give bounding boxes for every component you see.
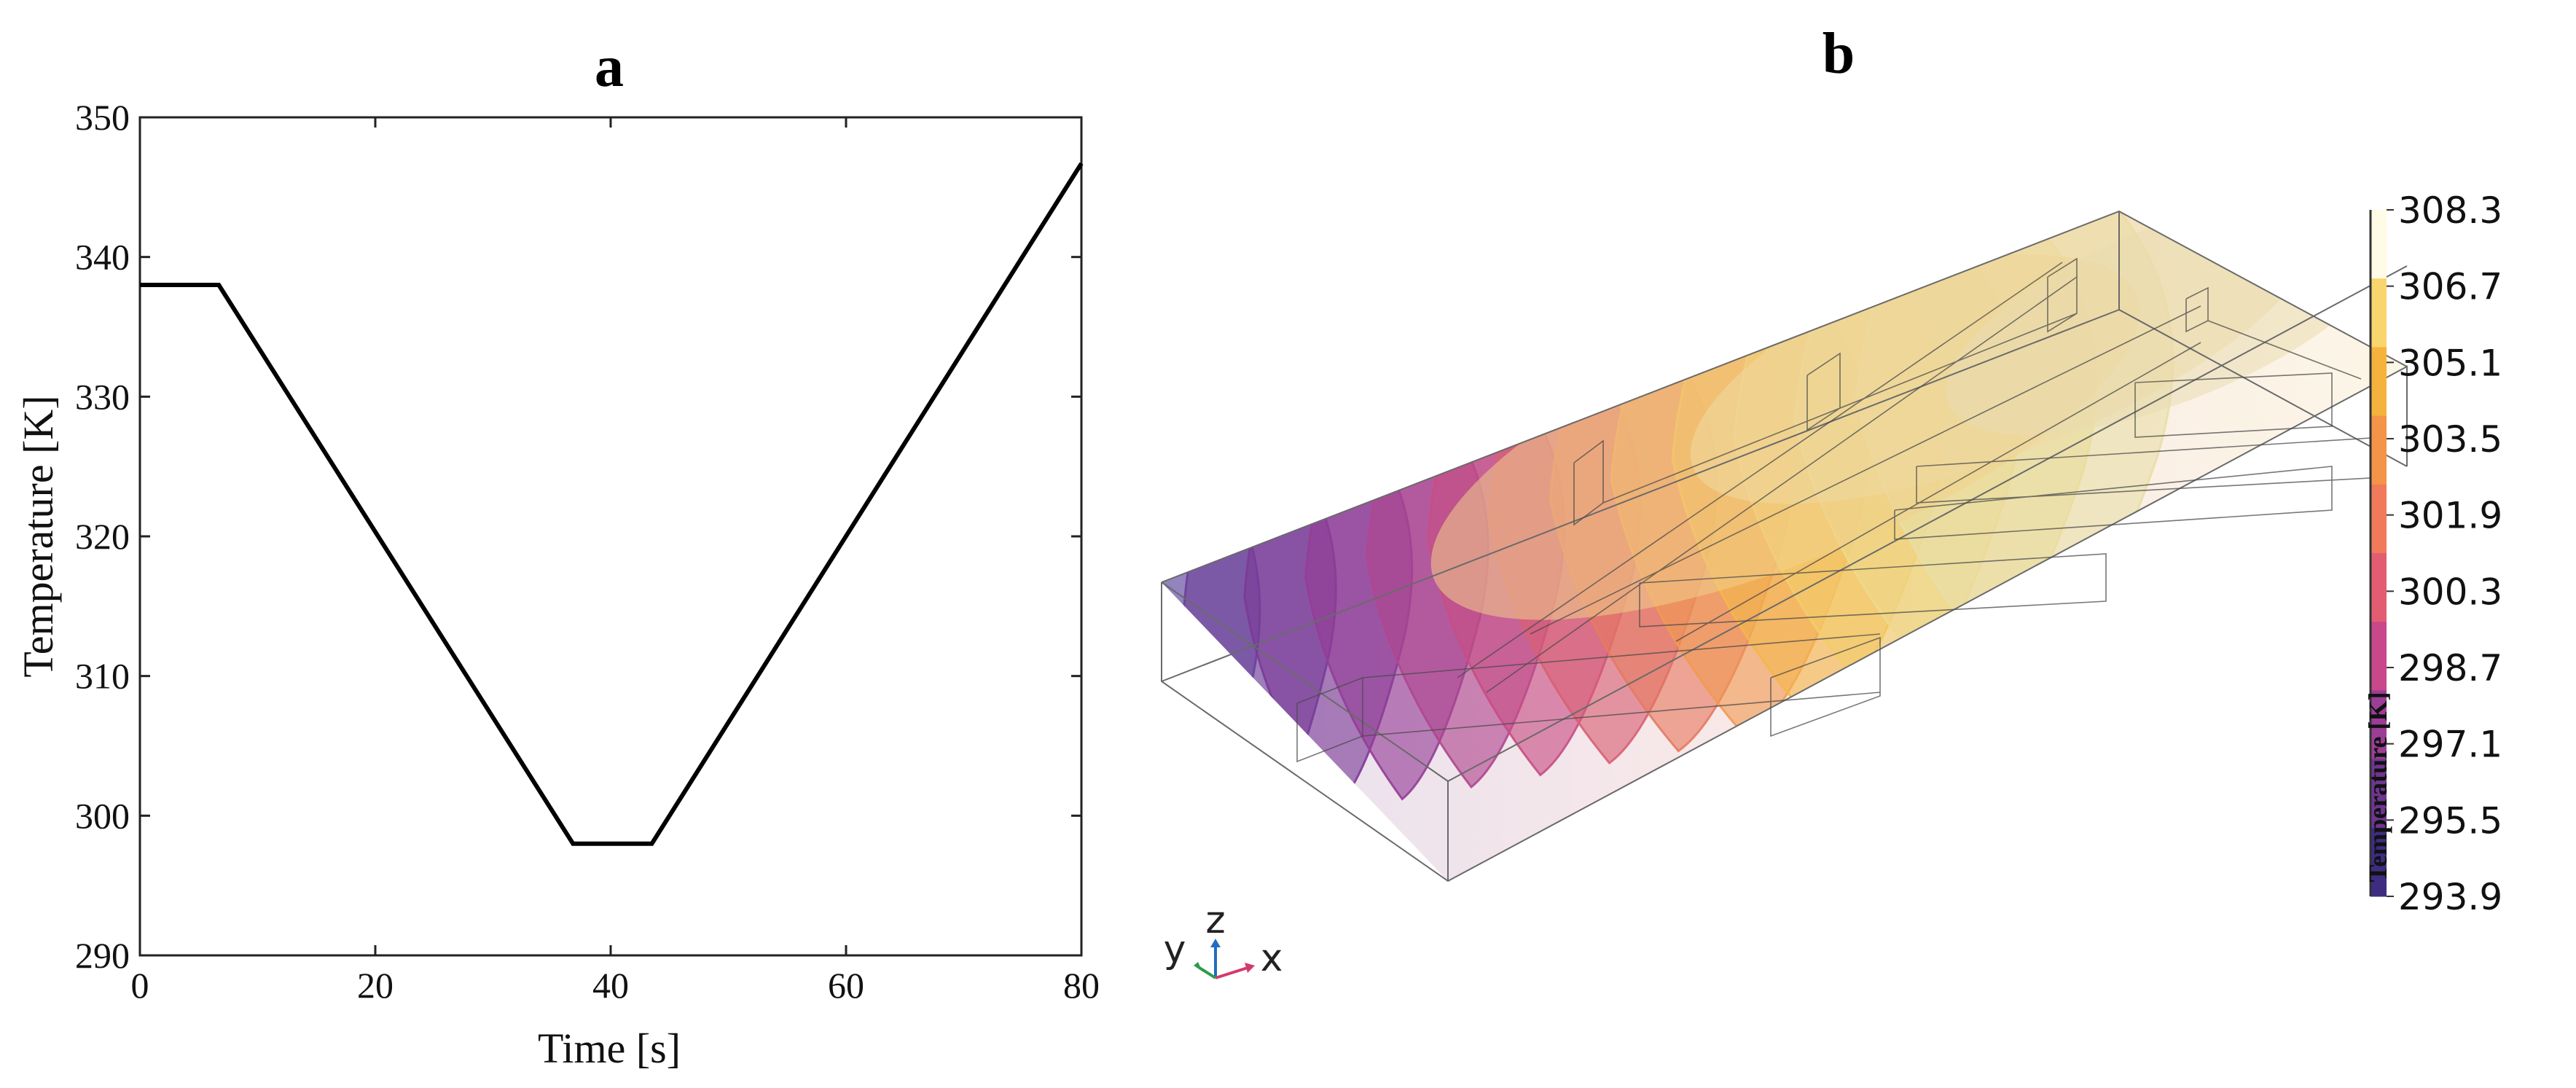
colorbar-swatch (2371, 278, 2387, 348)
x-tick-label: 40 (592, 965, 629, 1006)
triad-y-axis (1198, 966, 1217, 979)
domain-wireframe (1161, 210, 2408, 882)
y-tick-label: 350 (75, 97, 130, 138)
colorbar-swatch (2371, 415, 2387, 485)
x-axis-label: Time [s] (538, 1025, 681, 1072)
plot-frame (138, 116, 1083, 957)
panel-b-title: b (1823, 22, 1855, 86)
colorbar-tick-label: 301.9 (2398, 495, 2502, 537)
y-tick-label: 290 (75, 935, 130, 976)
triad-x-label: x (1261, 936, 1283, 980)
x-tick-label: 0 (131, 965, 149, 1006)
triad-z-arrowhead (1210, 939, 1221, 947)
colorbar-tick-label: 308.3 (2398, 189, 2502, 232)
panel-b-3d-temperature-field: b (1161, 22, 2502, 980)
y-tick-label: 330 (75, 376, 130, 417)
colorbar-swatch (2371, 210, 2387, 279)
colorbar-tick-label: 297.1 (2398, 724, 2502, 766)
colorbar-swatch (2371, 622, 2387, 691)
y-tick-label: 340 (75, 237, 130, 278)
colorbar-swatch (2371, 759, 2387, 829)
x-tick-label: 80 (1063, 965, 1100, 1006)
colorbar-tick-label: 295.5 (2398, 799, 2502, 842)
temperature-line (140, 162, 1084, 846)
triad-y-label: y (1164, 928, 1186, 971)
series-layer (139, 162, 1084, 846)
panel-a-title: a (595, 35, 624, 99)
isosurface-slices (1162, 211, 2397, 837)
temperature-colorbar: 308.3 306.7 305.1 303.5 301.9 300.3 298.7 297.1… (2369, 189, 2502, 918)
y-axis-label: Temperature [K] (15, 395, 62, 677)
colorbar-swatch (2371, 553, 2387, 622)
panel-a-line-chart: a 290 300 310 320 330 340 350 0 20 40 60 80 Time [… (15, 35, 1100, 1072)
colorbar-swatch (2371, 347, 2387, 417)
axes-triad: z x y (1164, 899, 1283, 980)
x-axis-ticks: 0 20 40 60 80 (131, 117, 1100, 1006)
colorbar-tick-label: 306.7 (2398, 266, 2502, 308)
y-tick-label: 300 (75, 795, 130, 836)
triad-y-arrowhead (1194, 962, 1202, 971)
triad-x-axis (1215, 966, 1248, 979)
x-tick-label: 20 (357, 965, 394, 1006)
colorbar-tick-label: 303.5 (2398, 418, 2502, 461)
channel-wireframes (1296, 257, 2384, 763)
y-tick-label: 320 (75, 516, 130, 557)
colorbar-swatch (2371, 484, 2387, 554)
colorbar-tick-label: 300.3 (2398, 571, 2502, 613)
triad-x-arrowhead (1245, 963, 1255, 973)
colorbar-swatch (2371, 827, 2387, 897)
colorbar-tick-label: 298.7 (2398, 647, 2502, 689)
y-axis-ticks: 290 300 310 320 330 340 350 (75, 97, 1081, 976)
colorbar-label: Temperature [K] (2363, 692, 2392, 882)
x-tick-label: 60 (828, 965, 864, 1006)
triad-z-label: z (1205, 899, 1225, 942)
colorbar-tick-label: 293.9 (2398, 876, 2502, 918)
colorbar-tick-label: 305.1 (2398, 342, 2502, 384)
colorbar-swatch (2371, 690, 2387, 760)
y-tick-label: 310 (75, 656, 130, 697)
